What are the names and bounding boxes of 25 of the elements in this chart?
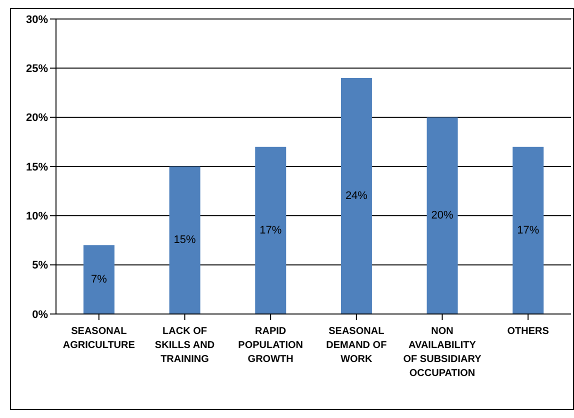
y-tick-label: 25%: [26, 63, 48, 76]
y-tick-label: 20%: [26, 112, 48, 124]
data-label: 7%: [91, 273, 108, 286]
y-tick-label: 10%: [26, 210, 48, 223]
x-tick-label: RAPID POPULATION GROWTH: [238, 326, 303, 365]
x-tick-label: NON AVAILABILITY OF SUBSIDIARY OCCUPATION: [403, 326, 482, 379]
x-tick-label: SEASONAL AGRICULTURE: [62, 326, 136, 351]
bar: [512, 146, 544, 314]
bar: [426, 117, 458, 314]
y-tick-label: 0%: [32, 308, 48, 321]
y-tick-label: 5%: [32, 260, 48, 272]
x-tick-label: LACK OF SKILLS AND TRAINING: [154, 326, 215, 365]
x-tick-label: OTHERS: [507, 326, 550, 337]
data-label: 17%: [260, 224, 282, 236]
data-label: 15%: [174, 234, 196, 246]
y-tick-label: 30%: [26, 14, 48, 26]
bar: [255, 146, 286, 314]
x-tick-label: SEASONAL DEMAND OF WORK: [326, 326, 387, 365]
data-label: 20%: [431, 210, 454, 222]
y-tick-label: 15%: [26, 161, 48, 174]
bar: [169, 166, 200, 314]
bar: [340, 78, 372, 314]
data-label: 24%: [345, 190, 368, 202]
data-label: 17%: [517, 224, 540, 236]
bar: [83, 245, 114, 314]
